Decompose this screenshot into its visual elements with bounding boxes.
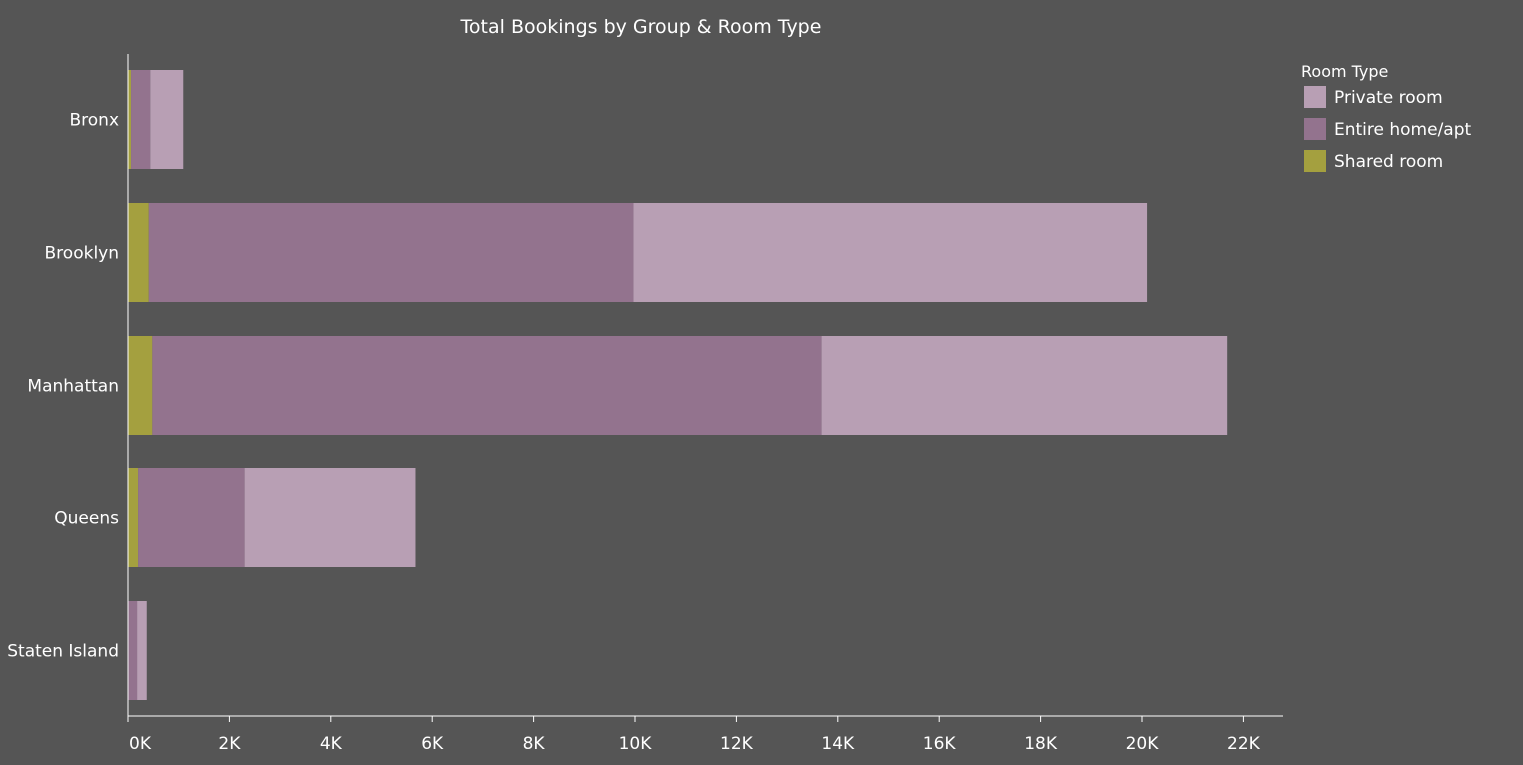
legend-swatch: [1304, 150, 1326, 172]
x-tick-label: 16K: [923, 734, 957, 754]
x-tick-label: 18K: [1024, 734, 1058, 754]
legend-label: Shared room: [1334, 152, 1443, 172]
bar-staten-island-private-room: [137, 601, 147, 700]
bar-manhattan-shared-room: [128, 336, 153, 435]
bar-bronx-shared-room: [128, 70, 132, 169]
x-tick-label: 12K: [720, 734, 754, 754]
x-tick-label: 2K: [218, 734, 241, 754]
chart-title: Total Bookings by Group & Room Type: [460, 16, 822, 38]
x-tick-label: 22K: [1227, 734, 1261, 754]
bar-brooklyn-shared-room: [128, 203, 149, 302]
category-label: Bronx: [69, 111, 119, 131]
bar-manhattan-entire-home-apt: [152, 336, 822, 435]
x-axis-ticks: 0K 2K 4K 6K 8K 10K 12K 14K 16K 18K 20K 22K: [127, 716, 1261, 754]
x-tick-label: 0K: [129, 734, 152, 754]
legend-label: Private room: [1334, 88, 1443, 108]
bar-brooklyn-entire-home-apt: [148, 203, 634, 302]
legend-swatch: [1304, 118, 1326, 140]
x-tick-label: 20K: [1126, 734, 1160, 754]
category-label: Queens: [54, 509, 119, 529]
legend-swatch: [1304, 86, 1326, 108]
x-tick-label: 14K: [821, 734, 855, 754]
legend: Room Type Private room Entire home/apt Sha…: [1301, 62, 1472, 172]
legend-entries: Private room Entire home/apt Shared room: [1304, 86, 1472, 172]
bar-queens-entire-home-apt: [138, 468, 245, 567]
legend-title: Room Type: [1301, 62, 1388, 81]
bar-bronx-entire-home-apt: [131, 70, 151, 169]
bar-queens-shared-room: [128, 468, 139, 567]
bar-manhattan-private-room: [821, 336, 1228, 435]
bar-staten-island-entire-home-apt: [128, 601, 138, 700]
bar-brooklyn-private-room: [633, 203, 1148, 302]
category-label: Brooklyn: [45, 244, 119, 264]
x-tick-label: 10K: [619, 734, 653, 754]
category-label: Staten Island: [7, 642, 119, 662]
category-labels: Bronx Brooklyn Manhattan Queens Staten Islan…: [7, 111, 119, 662]
x-tick-label: 6K: [421, 734, 444, 754]
bar-bronx-private-room: [150, 70, 184, 169]
x-tick-label: 8K: [523, 734, 546, 754]
category-label: Manhattan: [27, 377, 119, 397]
bar-queens-private-room: [244, 468, 416, 567]
legend-label: Entire home/apt: [1334, 120, 1472, 140]
bars-group: [128, 70, 1228, 700]
x-tick-label: 4K: [320, 734, 343, 754]
